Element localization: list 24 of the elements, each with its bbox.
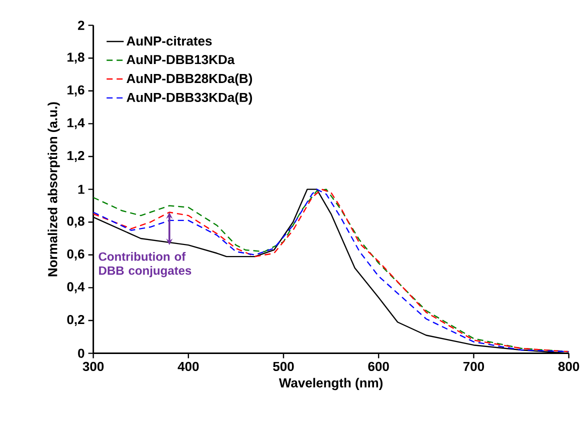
y-tick-label: 0,6 bbox=[67, 249, 84, 260]
x-tick-label: 700 bbox=[463, 362, 484, 372]
legend-label: AuNP-citrates bbox=[126, 36, 212, 46]
y-tick-label: 1 bbox=[78, 184, 84, 194]
y-tick-label: 1,8 bbox=[68, 52, 84, 64]
x-tick-label: 300 bbox=[82, 362, 104, 372]
legend-label: AuNP-DBB28KDa(B) bbox=[126, 74, 252, 86]
legend-label: AuNP-DBB13KDa bbox=[126, 54, 235, 64]
y-tick-label: 2 bbox=[78, 20, 84, 30]
y-tick-label: 0,2 bbox=[67, 314, 84, 326]
legend-label: AuNP-DBB33KDa(B) bbox=[126, 92, 252, 105]
y-tick-label: 1,4 bbox=[68, 118, 85, 130]
y-tick-label: 1,6 bbox=[68, 85, 84, 96]
x-tick-label: 400 bbox=[178, 362, 199, 372]
x-tick-label: 500 bbox=[273, 362, 294, 372]
x-axis-title: Wavelength (nm) bbox=[278, 378, 383, 390]
annotation: Contribution of DBB conjugates bbox=[98, 252, 192, 278]
y-tick-label: 1,2 bbox=[68, 150, 84, 162]
y-axis-title: Normalized absorption (a.u.) bbox=[48, 102, 60, 276]
x-tick-label: 600 bbox=[368, 362, 389, 372]
y-tick-label: 0,8 bbox=[67, 216, 84, 228]
y-tick-label: 0 bbox=[78, 348, 84, 358]
y-tick-label: 0,4 bbox=[67, 282, 85, 294]
x-tick-label: 800 bbox=[558, 362, 580, 372]
